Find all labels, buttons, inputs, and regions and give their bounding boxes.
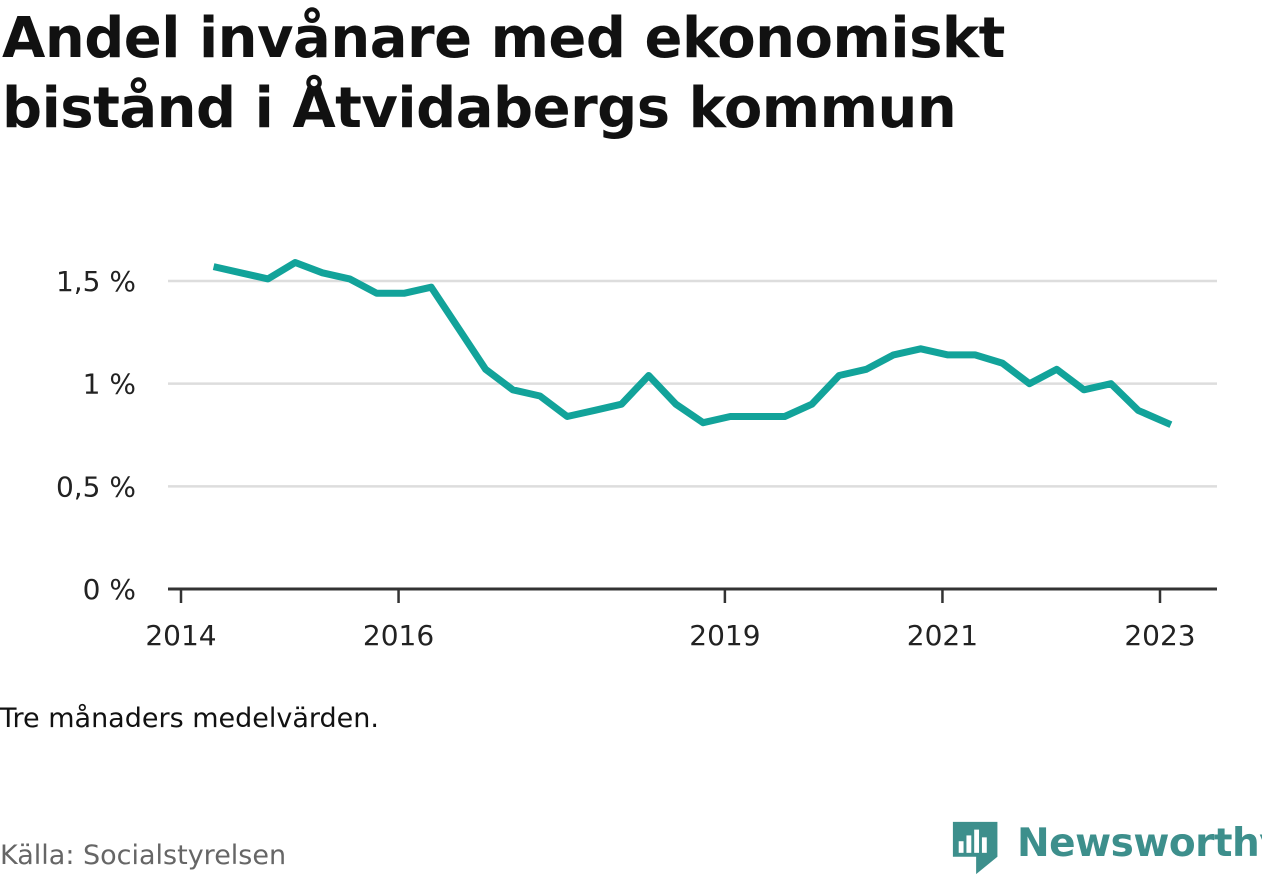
brand-name: Newsworthy	[1017, 821, 1262, 866]
y-tick-label: 0 %	[83, 573, 136, 606]
y-tick-label: 1,5 %	[56, 265, 136, 298]
chart-title: Andel invånare med ekonomiskt bistånd i …	[2, 6, 1005, 141]
x-tick-label: 2014	[145, 619, 216, 652]
chart-note: Tre månaders medelvärden.	[0, 703, 379, 734]
x-tick-label: 2019	[689, 619, 760, 652]
series-line	[212, 259, 1173, 428]
newsworthy-logo-icon	[952, 821, 998, 875]
y-tick-label: 1 %	[83, 368, 136, 401]
x-tick-label: 2023	[1124, 619, 1195, 652]
line-chart: 0 % 0,5 % 1 % 1,5 % 2014 2016 2019 2021 2023	[56, 259, 1217, 652]
y-axis-ticks: 0 % 0,5 % 1 % 1,5 %	[56, 265, 136, 606]
y-tick-label: 0,5 %	[56, 470, 136, 503]
x-axis-ticks: 2014 2016 2019 2021 2023	[145, 589, 1196, 652]
x-tick-label: 2016	[363, 619, 434, 652]
gridlines	[168, 279, 1217, 488]
x-tick-label: 2021	[907, 619, 978, 652]
source-credit: Källa: Socialstyrelsen	[0, 840, 287, 871]
